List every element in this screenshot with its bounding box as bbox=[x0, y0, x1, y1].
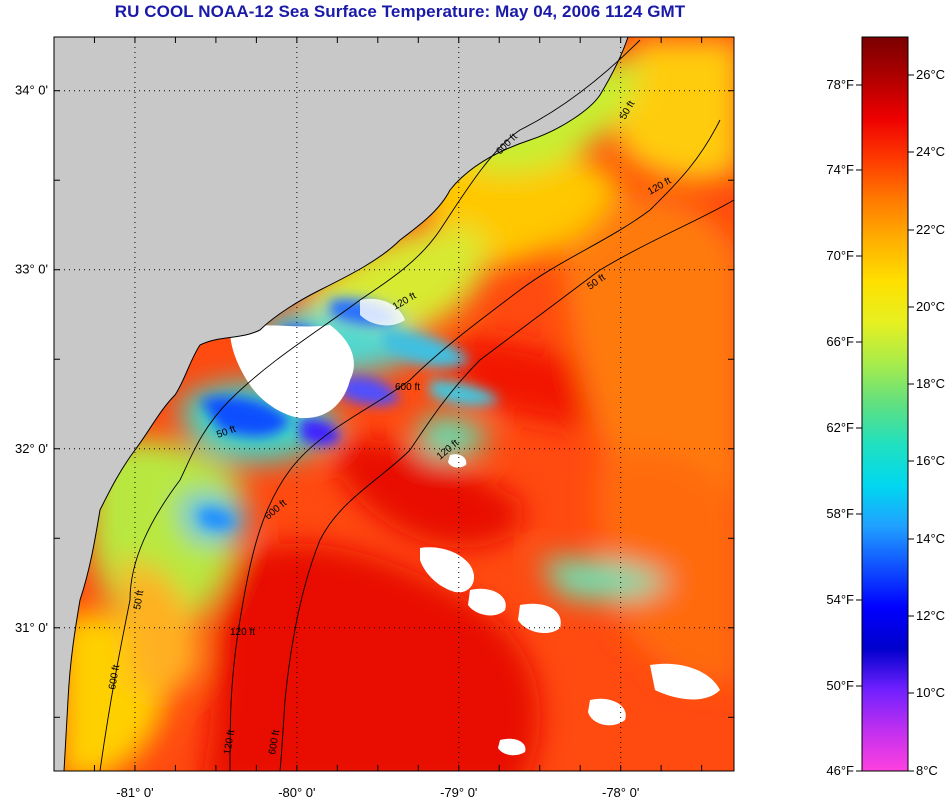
lat-label: 32° 0' bbox=[15, 441, 48, 456]
land-mass bbox=[54, 37, 628, 771]
lat-label: 31° 0' bbox=[15, 620, 48, 635]
contour-label: 120 ft bbox=[222, 729, 237, 756]
bathymetry-contours bbox=[99, 39, 734, 771]
colorbar-c-label: 18°C bbox=[916, 376, 945, 391]
colorbar-f-label: 58°F bbox=[826, 506, 854, 521]
colorbar-c-label: 20°C bbox=[916, 299, 945, 314]
map-ticks bbox=[54, 37, 734, 771]
colorbar-f-label: 70°F bbox=[826, 248, 854, 263]
lon-label: -79° 0' bbox=[440, 785, 477, 800]
colorbar-f-label: 50°F bbox=[826, 678, 854, 693]
colorbar-gradient bbox=[861, 36, 909, 772]
lon-label: -81° 0' bbox=[116, 785, 153, 800]
colorbar-labels: 78°F 74°F 70°F 66°F 62°F 58°F 54°F 50°F 46°F 26°C… bbox=[826, 67, 945, 778]
contour-label: 600 ft bbox=[267, 729, 282, 756]
graticule bbox=[54, 37, 734, 771]
colorbar-c-label: 10°C bbox=[916, 685, 945, 700]
colorbar-c-label: 14°C bbox=[916, 531, 945, 546]
lat-label: 34° 0' bbox=[15, 83, 48, 98]
contour-50ft bbox=[99, 39, 641, 771]
colorbar-c-label: 12°C bbox=[916, 608, 945, 623]
lon-label: -80° 0' bbox=[278, 785, 315, 800]
colorbar-f-label: 46°F bbox=[826, 763, 854, 778]
lat-label: 33° 0' bbox=[15, 262, 48, 277]
coastline bbox=[63, 37, 629, 771]
contour-600ft bbox=[279, 199, 734, 771]
map-frame bbox=[53, 36, 735, 772]
colorbar-f-label: 62°F bbox=[826, 420, 854, 435]
colorbar-c-label: 24°C bbox=[916, 144, 945, 159]
map-title: RU COOL NOAA-12 Sea Surface Temperature:… bbox=[114, 2, 686, 21]
contour-label: 50 ft bbox=[132, 589, 146, 610]
colorbar-c-label: 22°C bbox=[916, 222, 945, 237]
colorbar-f-label: 74°F bbox=[826, 162, 854, 177]
colorbar-f-label: 78°F bbox=[826, 77, 854, 92]
colorbar-ticks bbox=[856, 74, 914, 772]
colorbar-f-label: 66°F bbox=[826, 334, 854, 349]
contour-label: 600 ft bbox=[107, 664, 122, 691]
colorbar-c-label: 8°C bbox=[916, 763, 938, 778]
colorbar-c-label: 16°C bbox=[916, 453, 945, 468]
contour-label: 120 ft bbox=[230, 627, 255, 638]
colorbar-c-label: 26°C bbox=[916, 67, 945, 82]
lon-label: -78° 0' bbox=[602, 785, 639, 800]
colorbar-f-label: 54°F bbox=[826, 592, 854, 607]
contour-120ft bbox=[229, 119, 721, 771]
colorbar: 78°F 74°F 70°F 66°F 62°F 58°F 54°F 50°F 46°F 26°C… bbox=[826, 36, 945, 778]
contour-label: 600 ft bbox=[395, 382, 420, 393]
axis-labels: 34° 0' 33° 0' 32° 0' 31° 0' -81° 0' -80° 0' -7… bbox=[15, 83, 639, 800]
cloud-mask bbox=[230, 298, 720, 756]
